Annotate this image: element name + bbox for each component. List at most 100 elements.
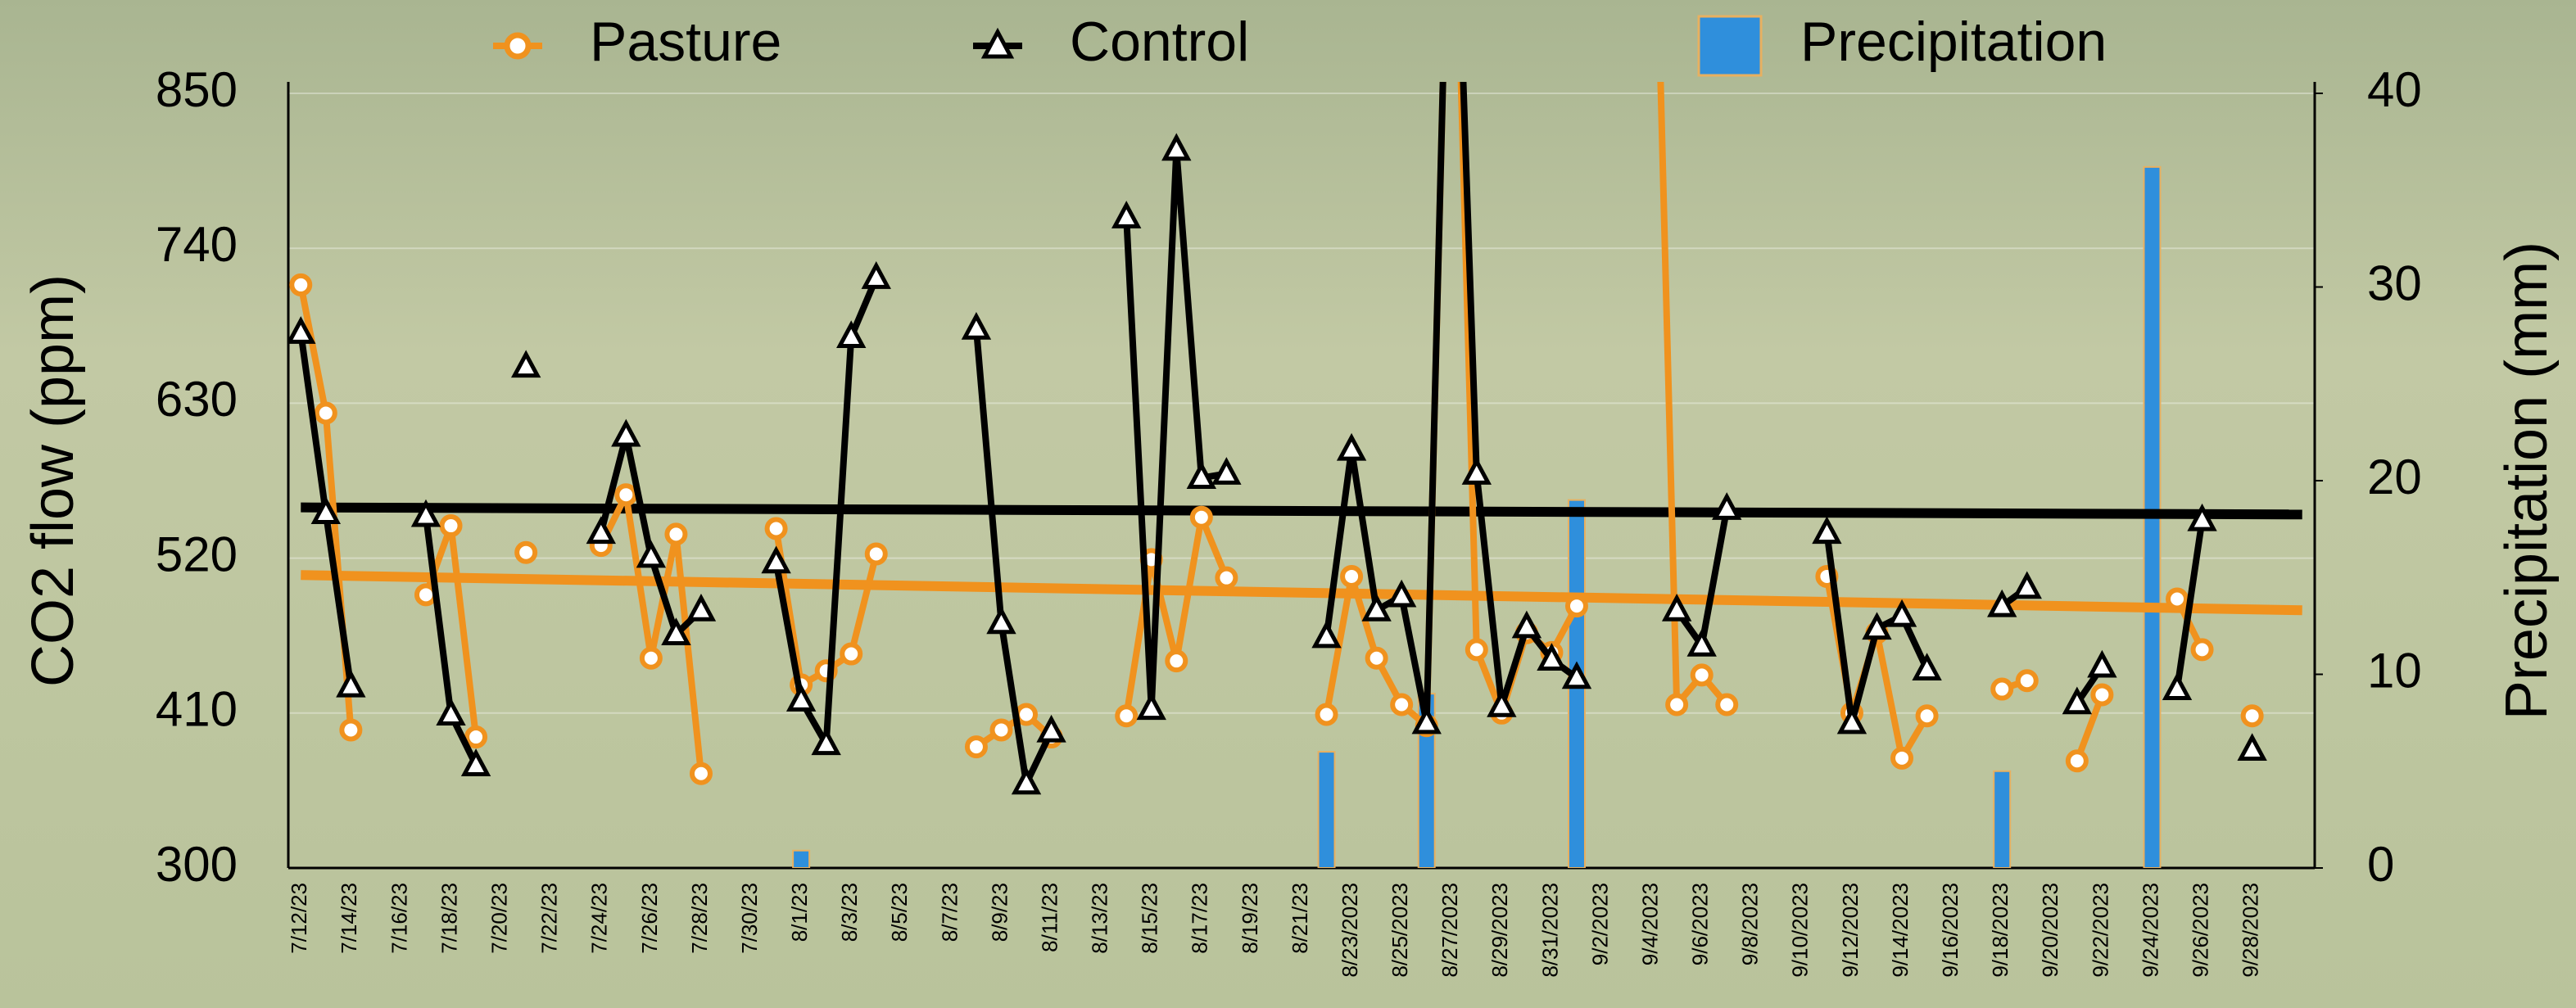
x-tick-label: 7/26/23: [637, 883, 662, 954]
circle-marker: [842, 645, 860, 663]
y-tick-label: 740: [156, 217, 238, 272]
circle-marker: [1568, 597, 1586, 615]
circle-marker: [1217, 569, 1235, 587]
bar: [793, 851, 809, 868]
x-tick-label: 9/10/2023: [1788, 883, 1813, 978]
x-tick-label: 7/20/23: [487, 883, 511, 954]
y2-tick-label: 20: [2367, 450, 2422, 504]
circle-marker: [1167, 652, 1185, 670]
x-tick-label: 8/3/23: [837, 883, 862, 942]
x-tick-label: 8/31/2023: [1537, 883, 1562, 978]
x-tick-label: 8/15/23: [1138, 883, 1162, 954]
x-tick-label: 9/18/2023: [1988, 883, 2012, 978]
x-tick-label: 8/17/23: [1188, 883, 1212, 954]
legend-label: Pasture: [590, 11, 781, 73]
circle-marker: [517, 544, 535, 562]
x-tick-label: 9/22/2023: [2088, 883, 2112, 978]
y2-tick-label: 0: [2367, 837, 2394, 892]
y-tick-label: 520: [156, 527, 238, 581]
x-tick-label: 9/28/2023: [2239, 883, 2263, 978]
x-tick-label: 7/22/23: [537, 883, 562, 954]
circle-marker: [1117, 707, 1135, 725]
circle-marker: [692, 765, 710, 783]
y-tick-label: 850: [156, 62, 238, 117]
x-tick-label: 8/21/23: [1288, 883, 1312, 954]
circle-marker: [2243, 707, 2261, 725]
x-tick-label: 8/25/2023: [1388, 883, 1412, 978]
x-tick-label: 8/27/2023: [1437, 883, 1462, 978]
circle-marker: [2068, 752, 2086, 770]
x-tick-label: 9/2/2023: [1587, 883, 1612, 965]
x-tick-label: 9/4/2023: [1637, 883, 1662, 965]
chart: CO2 flow (ppm) Precipitation (mm) 300410…: [0, 0, 2576, 1008]
x-tick-label: 8/19/23: [1238, 883, 1262, 954]
legend-marker: [507, 35, 528, 57]
x-tick-label: 8/9/23: [987, 883, 1012, 942]
x-tick-label: 7/24/23: [587, 883, 612, 954]
circle-marker: [642, 649, 660, 667]
circle-marker: [317, 404, 335, 422]
circle-marker: [2018, 671, 2036, 689]
x-tick-label: 8/5/23: [887, 883, 912, 942]
x-tick-label: 9/26/2023: [2188, 883, 2212, 978]
y-axis-label: CO2 flow (ppm): [20, 274, 86, 687]
bar: [1994, 771, 2010, 868]
y2-tick-label: 30: [2367, 255, 2422, 310]
circle-marker: [467, 728, 485, 746]
circle-marker: [1993, 680, 2011, 698]
circle-marker: [1318, 706, 1336, 724]
x-tick-label: 9/20/2023: [2038, 883, 2062, 978]
x-tick-label: 8/23/2023: [1338, 883, 1362, 978]
x-tick-label: 8/7/23: [937, 883, 962, 942]
y-tick-label: 300: [156, 837, 238, 892]
legend-label: Control: [1070, 11, 1249, 73]
circle-marker: [1193, 509, 1211, 527]
circle-marker: [1668, 695, 1686, 713]
y2-tick-label: 10: [2367, 643, 2422, 698]
y-tick-label: 630: [156, 372, 238, 427]
legend-swatch: [1699, 16, 1761, 75]
x-tick-label: 8/1/23: [787, 883, 812, 942]
x-tick-label: 9/16/2023: [1938, 883, 1963, 978]
circle-marker: [1342, 567, 1360, 585]
circle-marker: [1918, 707, 1936, 725]
bar: [1319, 752, 1335, 868]
y2-tick-label: 40: [2367, 62, 2422, 117]
circle-marker: [667, 525, 685, 543]
circle-marker: [1893, 749, 1911, 767]
y-tick-label: 410: [156, 682, 238, 737]
x-tick-label: 9/8/2023: [1738, 883, 1763, 965]
x-tick-label: 7/14/23: [337, 883, 361, 954]
circle-marker: [1693, 666, 1711, 684]
y2-axis-label: Precipitation (mm): [2494, 242, 2560, 720]
circle-marker: [767, 519, 785, 537]
circle-marker: [1017, 706, 1035, 724]
x-tick-label: 7/12/23: [287, 883, 311, 954]
circle-marker: [867, 545, 885, 563]
x-tick-label: 7/18/23: [437, 883, 461, 954]
circle-marker: [442, 517, 460, 535]
circle-marker: [342, 721, 360, 739]
x-tick-label: 9/6/2023: [1688, 883, 1713, 965]
circle-marker: [292, 276, 310, 294]
x-tick-label: 7/28/23: [687, 883, 712, 954]
circle-marker: [1392, 695, 1410, 713]
circle-marker: [1468, 640, 1486, 658]
x-tick-label: 9/14/2023: [1888, 883, 1913, 978]
circle-marker: [617, 486, 635, 504]
circle-marker: [2168, 590, 2186, 608]
x-tick-label: 7/16/23: [387, 883, 411, 954]
x-tick-label: 8/13/23: [1088, 883, 1112, 954]
x-tick-label: 8/11/23: [1037, 883, 1062, 952]
circle-marker: [2093, 685, 2111, 703]
x-tick-label: 8/29/2023: [1487, 883, 1512, 978]
circle-marker: [1368, 649, 1386, 667]
circle-marker: [967, 738, 985, 756]
x-tick-label: 9/24/2023: [2138, 883, 2162, 978]
legend-label: Precipitation: [1800, 11, 2107, 73]
x-tick-label: 7/30/23: [737, 883, 762, 954]
x-tick-label: 9/12/2023: [1838, 883, 1863, 978]
circle-marker: [2193, 640, 2212, 658]
circle-marker: [1718, 695, 1736, 713]
circle-marker: [992, 721, 1010, 739]
